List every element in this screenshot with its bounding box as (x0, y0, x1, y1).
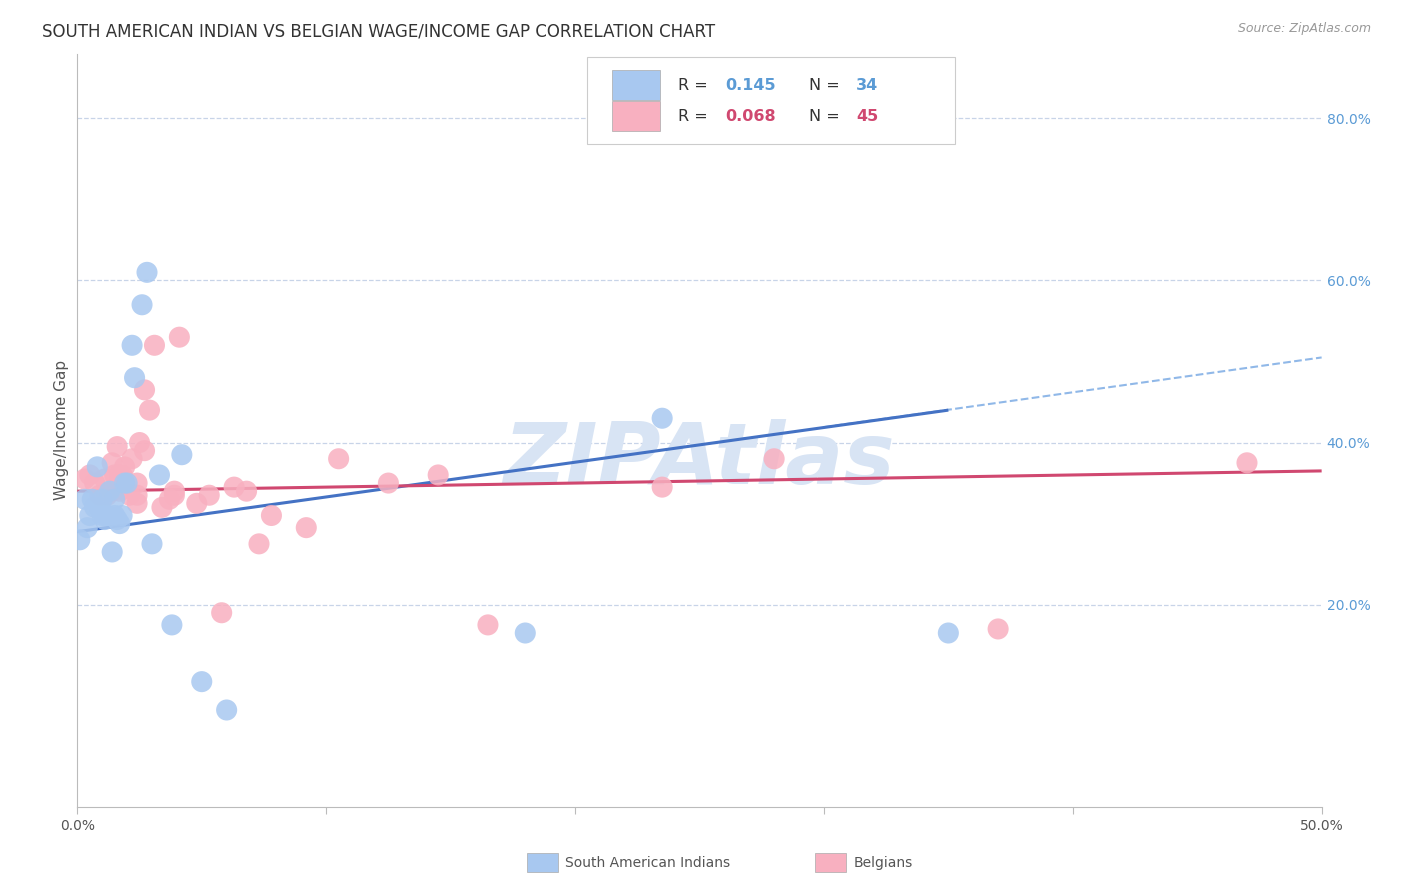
Point (247, 537, 270, 551)
Point (124, 370, 146, 384)
Point (143, 338, 166, 352)
Point (148, 467, 170, 482)
Point (111, 508, 134, 523)
Point (1236, 456, 1258, 470)
Point (186, 496, 208, 510)
Point (328, 451, 350, 466)
Point (515, 626, 537, 640)
Point (427, 467, 450, 482)
Point (211, 606, 233, 620)
Point (160, 618, 183, 632)
Point (93, 512, 115, 526)
Point (105, 512, 128, 526)
Point (651, 411, 673, 425)
Bar (613, 101, 659, 131)
Point (115, 476, 138, 491)
Text: 0.068: 0.068 (725, 109, 776, 124)
Point (82, 492, 104, 507)
Point (150, 500, 173, 515)
Point (169, 330, 191, 344)
Point (128, 435, 150, 450)
Point (477, 618, 499, 632)
Point (125, 476, 148, 491)
Point (651, 480, 673, 494)
Point (108, 467, 131, 482)
Point (73, 492, 96, 507)
Point (101, 545, 124, 559)
Y-axis label: Wage/Income Gap: Wage/Income Gap (53, 360, 69, 500)
Point (105, 440, 128, 454)
Point (76, 521, 98, 535)
Point (69, 533, 91, 547)
FancyBboxPatch shape (588, 57, 955, 144)
Point (83, 476, 105, 491)
Text: South American Indians: South American Indians (565, 855, 730, 870)
Point (93, 472, 115, 486)
Point (131, 298, 153, 312)
Point (73, 472, 96, 486)
Point (987, 622, 1010, 636)
Point (121, 451, 143, 466)
Point (121, 338, 143, 352)
Text: 0.145: 0.145 (725, 78, 776, 93)
Point (101, 456, 124, 470)
Point (138, 403, 160, 417)
Point (114, 459, 136, 474)
Point (89, 488, 111, 502)
Point (83, 500, 105, 515)
Point (125, 496, 148, 510)
Point (101, 484, 124, 499)
Point (134, 383, 156, 397)
Point (86, 459, 108, 474)
Point (104, 492, 127, 507)
Text: 34: 34 (856, 78, 879, 93)
Point (104, 467, 127, 482)
Bar (613, 70, 659, 100)
Point (108, 516, 131, 531)
Point (104, 508, 127, 523)
Point (377, 476, 399, 491)
Text: ZIPAtlas: ZIPAtlas (503, 419, 896, 502)
Point (260, 508, 283, 523)
Point (163, 484, 186, 499)
Point (141, 537, 163, 551)
Point (108, 484, 131, 499)
Text: R =: R = (678, 78, 713, 93)
Point (96, 508, 118, 523)
Point (295, 521, 318, 535)
Point (224, 480, 246, 494)
Point (157, 492, 180, 507)
Point (191, 674, 214, 689)
Text: R =: R = (678, 109, 713, 124)
Point (79, 467, 101, 482)
Point (215, 703, 238, 717)
Text: N =: N = (808, 78, 845, 93)
Point (79, 508, 101, 523)
Point (134, 443, 156, 458)
Point (98, 484, 121, 499)
Point (170, 448, 193, 462)
Point (938, 626, 960, 640)
Point (91, 508, 114, 523)
Point (114, 476, 136, 491)
Point (763, 451, 786, 466)
Point (91, 492, 114, 507)
Point (235, 484, 257, 499)
Text: 45: 45 (856, 109, 879, 124)
Point (96, 488, 118, 502)
Text: SOUTH AMERICAN INDIAN VS BELGIAN WAGE/INCOME GAP CORRELATION CHART: SOUTH AMERICAN INDIAN VS BELGIAN WAGE/IN… (42, 22, 716, 40)
Point (89, 500, 111, 515)
Point (163, 488, 186, 502)
Point (111, 467, 134, 482)
Point (136, 265, 159, 279)
Text: Belgians: Belgians (853, 855, 912, 870)
Point (125, 488, 148, 502)
Point (198, 488, 221, 502)
Text: N =: N = (808, 109, 845, 124)
Text: Source: ZipAtlas.com: Source: ZipAtlas.com (1237, 22, 1371, 36)
Point (118, 488, 141, 502)
